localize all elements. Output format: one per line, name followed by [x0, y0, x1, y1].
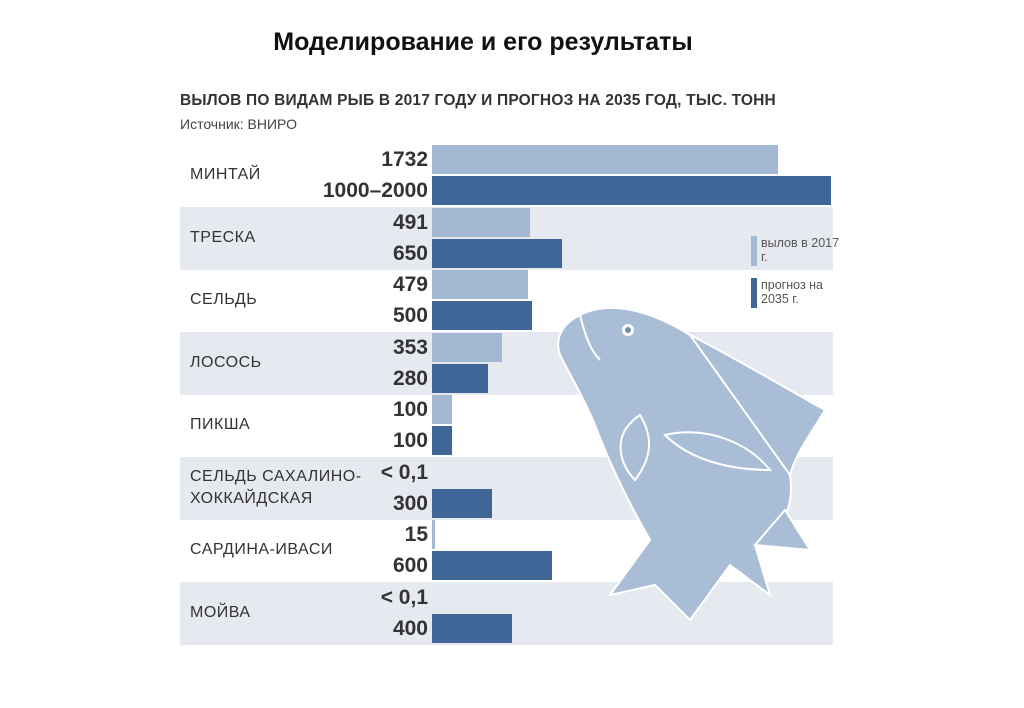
chart-subtitle: Источник: ВНИРО [180, 116, 297, 132]
value-label: 100 [392, 429, 428, 452]
category-label: МОЙВА [190, 603, 251, 621]
bar [432, 613, 512, 643]
legend-swatch [751, 278, 757, 308]
bar [432, 426, 452, 455]
value-label: 100 [392, 398, 428, 421]
legend-swatch [751, 236, 757, 266]
legend-label: прогноз на 2035 г. [761, 278, 824, 306]
value-label: 650 [392, 241, 428, 265]
category-label: СЕЛЬДЬ [190, 291, 258, 309]
value-label: 280 [392, 366, 428, 390]
category-label: СЕЛЬДЬ САХАЛИНО-ХОККАЙДСКАЯ [190, 467, 362, 507]
value-label: 479 [392, 273, 428, 296]
bar [432, 395, 452, 424]
value-label: 1000–2000 [322, 179, 428, 202]
value-label: 400 [392, 616, 428, 640]
bar [432, 207, 530, 237]
bar [432, 488, 492, 518]
category-label: ПИКША [190, 416, 251, 434]
bar [432, 520, 435, 549]
bar [432, 363, 488, 393]
slide-title: Моделирование и его результаты [273, 28, 693, 56]
value-label: < 0,1 [380, 585, 428, 609]
category-label: ТРЕСКА [190, 228, 256, 246]
bar [432, 332, 503, 362]
bar [432, 145, 778, 174]
category-label: ЛОСОСЬ [190, 353, 262, 371]
bar [432, 176, 831, 205]
value-label: 353 [392, 335, 428, 359]
value-label: 300 [392, 491, 428, 515]
bar [432, 301, 532, 330]
bar [432, 238, 562, 268]
bar [432, 551, 552, 580]
legend-label: вылов в 2017 г. [761, 236, 840, 264]
value-label: 15 [404, 523, 428, 546]
category-label: МИНТАЙ [190, 166, 261, 184]
value-label: 491 [392, 210, 428, 234]
value-label: 1732 [381, 148, 428, 171]
bar [432, 270, 528, 299]
value-label: 500 [392, 304, 428, 327]
value-label: 600 [392, 554, 428, 577]
fish-illustration [557, 306, 827, 622]
value-label: < 0,1 [380, 460, 428, 484]
chart-title: ВЫЛОВ ПО ВИДАМ РЫБ В 2017 ГОДУ И ПРОГНОЗ… [180, 92, 776, 109]
category-label: САРДИНА-ИВАСИ [190, 541, 333, 559]
